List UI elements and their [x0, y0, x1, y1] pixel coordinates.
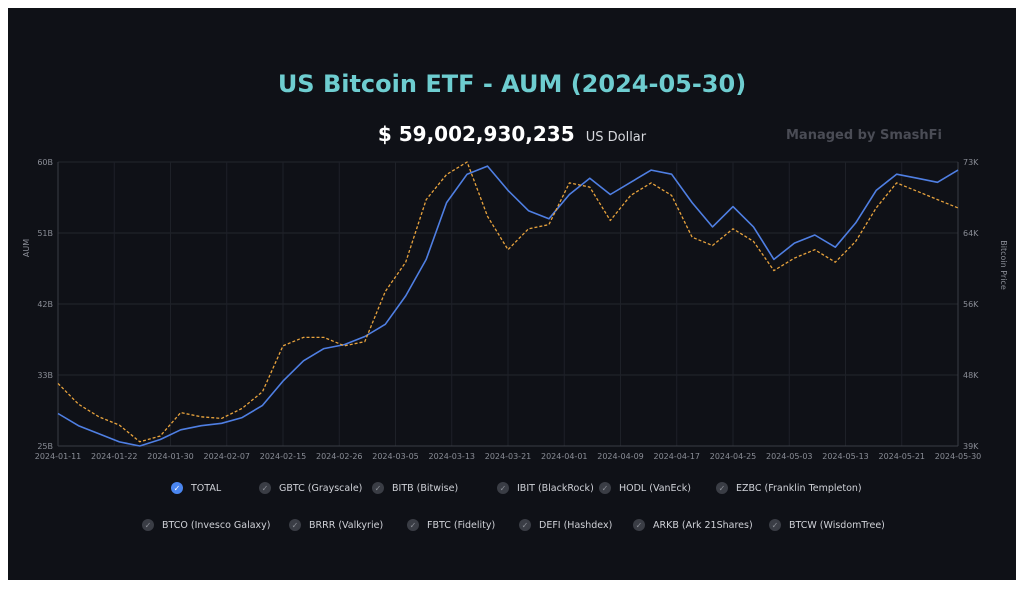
unchecked-icon[interactable]: ✓ [599, 482, 611, 494]
y-tick-label: 25B [37, 442, 53, 451]
chart-title: US Bitcoin ETF - AUM (2024-05-30) [277, 70, 747, 98]
legend-item[interactable]: ✓ TOTAL [171, 482, 221, 494]
legend-label: FBTC (Fidelity) [427, 519, 496, 531]
x-tick-label: 2024-05-03 [766, 452, 813, 461]
y-tick-label: 51B [37, 229, 53, 238]
unchecked-icon[interactable]: ✓ [259, 482, 271, 494]
x-tick-label: 2024-03-13 [429, 452, 476, 461]
legend-item[interactable]: ✓ ARKB (Ark 21Shares) [633, 519, 753, 531]
unchecked-icon[interactable]: ✓ [716, 482, 728, 494]
legend-item[interactable]: ✓ BTCO (Invesco Galaxy) [142, 519, 271, 531]
legend-item[interactable]: ✓ BITB (Bitwise) [372, 482, 458, 494]
y-tick-label: 33B [37, 371, 53, 380]
legend-label: GBTC (Grayscale) [279, 482, 363, 494]
x-tick-label: 2024-03-05 [372, 452, 419, 461]
unchecked-icon[interactable]: ✓ [372, 482, 384, 494]
x-tick-label: 2024-05-30 [935, 452, 982, 461]
legend-item[interactable]: ✓ BRRR (Valkyrie) [289, 519, 383, 531]
unchecked-icon[interactable]: ✓ [769, 519, 781, 531]
legend-label: TOTAL [191, 482, 222, 494]
legend-item[interactable]: ✓ DEFI (Hashdex) [519, 519, 612, 531]
legend-label: HODL (VanEck) [619, 482, 691, 494]
y-tick-label: 42B [37, 300, 53, 309]
x-tick-label: 2024-04-17 [654, 452, 701, 461]
managed-by-watermark: Managed by SmashFi [785, 128, 942, 143]
aum-unit: US Dollar [585, 130, 647, 145]
checked-icon[interactable]: ✓ [171, 482, 183, 494]
x-tick-label: 2024-04-09 [597, 452, 644, 461]
legend-label: EZBC (Franklin Templeton) [736, 482, 862, 494]
x-tick-label: 2024-03-21 [485, 452, 532, 461]
y-tick-label: 60B [37, 158, 53, 167]
legend-item[interactable]: ✓ HODL (VanEck) [599, 482, 691, 494]
x-tick-label: 2024-01-30 [147, 452, 194, 461]
y2-tick-label: 64K [963, 229, 979, 238]
series-line-total[interactable] [57, 165, 959, 447]
y2-tick-label: 56K [963, 300, 979, 309]
legend-item[interactable]: ✓ EZBC (Franklin Templeton) [716, 482, 862, 494]
x-tick-label: 2024-04-01 [541, 452, 588, 461]
x-tick-label: 2024-01-11 [35, 452, 82, 461]
legend-item[interactable]: ✓ FBTC (Fidelity) [407, 519, 495, 531]
aum-value: $ 59,002,930,235 [377, 122, 575, 146]
x-tick-label: 2024-05-21 [879, 452, 926, 461]
grid [57, 161, 959, 447]
series-line-bitcoin-price[interactable] [57, 161, 959, 443]
legend-item[interactable]: ✓ BTCW (WisdomTree) [769, 519, 885, 531]
legend-item[interactable]: ✓ IBIT (BlackRock) [497, 482, 594, 494]
legend-label: BTCW (WisdomTree) [789, 519, 885, 531]
legend-label: BTCO (Invesco Galaxy) [162, 519, 271, 531]
unchecked-icon[interactable]: ✓ [497, 482, 509, 494]
axes: 60B 73K 51B 64K 42B 56K 33B 48K 25B 39K 2024-01-11… [35, 158, 982, 461]
x-tick-label: 2024-02-15 [260, 452, 307, 461]
series [57, 161, 959, 447]
unchecked-icon[interactable]: ✓ [519, 519, 531, 531]
unchecked-icon[interactable]: ✓ [289, 519, 301, 531]
unchecked-icon[interactable]: ✓ [142, 519, 154, 531]
x-tick-label: 2024-01-22 [91, 452, 138, 461]
x-tick-label: 2024-02-07 [204, 452, 251, 461]
legend-label: BRRR (Valkyrie) [309, 519, 384, 531]
x-tick-label: 2024-05-13 [822, 452, 869, 461]
y2-axis-title: Bitcoin Price [999, 240, 1008, 290]
x-tick-label: 2024-02-26 [316, 452, 363, 461]
y-axis-title: AUM [22, 239, 31, 257]
y2-tick-label: 73K [963, 158, 979, 167]
aum-summary: $ 59,002,930,235 US Dollar [0, 122, 1024, 146]
legend-label: BITB (Bitwise) [392, 482, 459, 494]
unchecked-icon[interactable]: ✓ [633, 519, 645, 531]
legend-label: DEFI (Hashdex) [539, 519, 613, 531]
unchecked-icon[interactable]: ✓ [407, 519, 419, 531]
y2-tick-label: 48K [963, 371, 979, 380]
legend-item[interactable]: ✓ GBTC (Grayscale) [259, 482, 362, 494]
legend-label: IBIT (BlackRock) [517, 482, 594, 494]
y2-tick-label: 39K [963, 442, 979, 451]
legend-label: ARKB (Ark 21Shares) [653, 519, 753, 531]
x-tick-label: 2024-04-25 [710, 452, 757, 461]
